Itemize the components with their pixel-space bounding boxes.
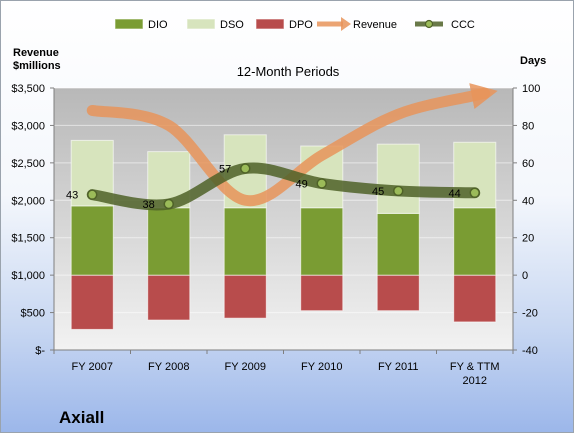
x-axis-tick-label-line: FY & TTM — [450, 361, 500, 373]
left-axis-tick-label: $2,000 — [11, 195, 45, 207]
ccc-line — [86, 162, 481, 211]
legend-swatch — [114, 18, 144, 30]
right-axis-tick-label: 0 — [522, 270, 528, 282]
ccc-point — [163, 198, 174, 210]
x-axis-tick-label-line: FY 2011 — [378, 361, 419, 373]
bar-dpo — [453, 274, 497, 323]
x-axis-tick-label: FY 2010 — [301, 361, 342, 373]
left-axis-tick-label: $500 — [21, 308, 45, 320]
legend-swatch — [186, 18, 216, 30]
lines: 43 38 57 49 45 44 — [66, 83, 498, 211]
right-axis-tick-label: 80 — [522, 120, 534, 132]
bar-dpo — [70, 274, 114, 330]
left-axis-tick-label: $3,000 — [11, 120, 45, 132]
x-axis-tick-label-line: FY 2008 — [148, 361, 189, 373]
ccc-data-label: 38 — [143, 199, 155, 211]
right-axis-tick-label: 100 — [522, 83, 540, 95]
right-axis-tick-label: 20 — [522, 233, 534, 245]
left-axis-tick-label: $3,500 — [11, 83, 45, 95]
ccc-data-label: 49 — [296, 178, 308, 190]
plot-area — [54, 88, 513, 350]
right-axis-tick-label: 60 — [522, 158, 534, 170]
x-axis-tick-label: FY 2008 — [148, 361, 189, 373]
bar-dpo — [147, 274, 191, 321]
x-axis-tick-label: FY & TTM 2012 — [450, 361, 500, 387]
chart-title: 12-Month Periods — [237, 64, 340, 79]
right-axis-tick-label: -20 — [522, 308, 538, 320]
bar-dio — [453, 207, 497, 276]
left-axis-title-line1: Revenue — [13, 47, 59, 59]
bar-dio — [70, 205, 114, 276]
x-axis-tick-label: FY 2011 — [378, 361, 419, 373]
bar-dio — [300, 207, 344, 276]
legend: DIO DSO DPO Revenue CCC — [114, 17, 475, 31]
left-axis-tick-label: $1,000 — [11, 270, 45, 282]
x-axis-tick-label-line: 2012 — [463, 375, 487, 387]
legend-label: DPO — [289, 19, 313, 31]
ccc-data-label: 45 — [372, 186, 384, 198]
legend-swatch — [255, 18, 285, 30]
bar-dpo — [223, 274, 267, 319]
bar-dso — [376, 143, 420, 214]
legend-label: CCC — [451, 19, 475, 31]
right-axis-tick-label: 40 — [522, 195, 534, 207]
right-axis-title: Days — [520, 55, 546, 67]
left-axis-tick-label: $2,500 — [11, 158, 45, 170]
legend-swatch — [341, 17, 351, 31]
ccc-point — [87, 189, 98, 200]
bar-dio — [376, 212, 420, 276]
bar-dio — [223, 207, 267, 276]
right-axis-tick-label: -40 — [522, 345, 538, 357]
legend-label: DIO — [148, 19, 168, 31]
ccc-data-label: 44 — [449, 188, 461, 200]
left-axis-tick-label: $1,500 — [11, 233, 45, 245]
bar-dpo — [376, 274, 420, 312]
x-axis-tick-label: FY 2009 — [225, 361, 266, 373]
ccc-point — [240, 163, 251, 174]
legend-label: Revenue — [353, 19, 397, 31]
left-axis-title: Revenue $millions — [13, 47, 62, 72]
legend-swatch — [424, 19, 434, 29]
x-axis-tick-label-line: FY 2007 — [72, 361, 113, 373]
ccc-point — [469, 187, 480, 199]
legend-label: DSO — [220, 19, 244, 31]
axes: $- $500 $1,000 $1,500 $2,000 $2,500 $3,000 $3,5… — [11, 83, 540, 387]
ccc-data-label: 57 — [219, 163, 231, 175]
x-axis-tick-label-line: FY 2010 — [301, 361, 342, 373]
x-axis-tick-label-line: FY 2009 — [225, 361, 266, 373]
revenue-line — [86, 83, 498, 207]
ccc-point — [393, 185, 404, 197]
ccc-point — [316, 178, 327, 189]
bar-dpo — [300, 274, 344, 312]
bar-dio — [147, 207, 191, 276]
left-axis-title-line2: $millions — [13, 60, 61, 72]
company-name: Axiall — [59, 408, 104, 427]
ccc-data-label: 43 — [66, 190, 78, 202]
x-axis-tick-label: FY 2007 — [72, 361, 113, 373]
left-axis-tick-label: $- — [35, 345, 45, 357]
